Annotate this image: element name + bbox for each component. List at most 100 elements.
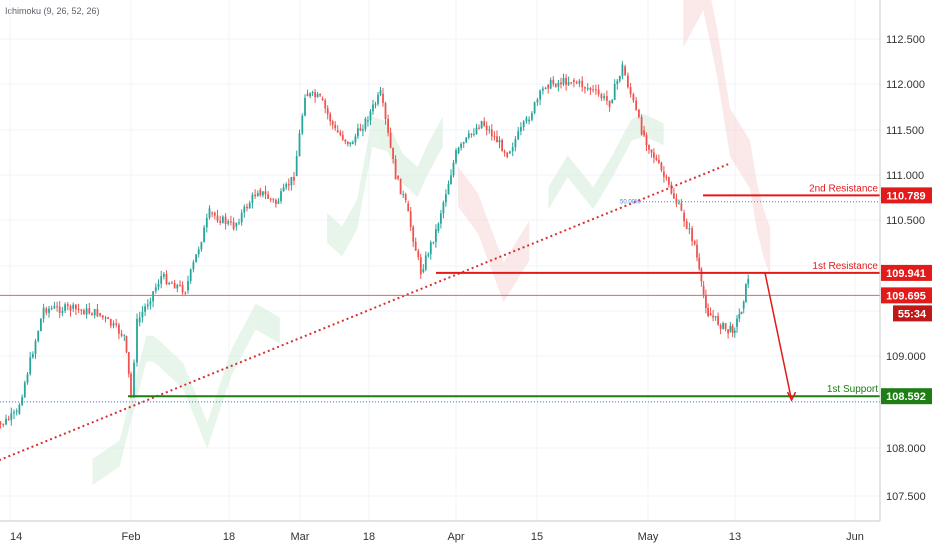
candle-body [56, 306, 58, 308]
candle-body [285, 184, 288, 188]
candle-body [480, 121, 483, 129]
candle-body [565, 77, 567, 85]
candle-body [45, 308, 48, 313]
candle-body [640, 117, 643, 135]
target-arrow-head [786, 391, 797, 402]
grid [0, 0, 880, 521]
candle-body [277, 201, 280, 204]
candle-body [222, 216, 224, 223]
candle-body [77, 309, 80, 310]
candle-body [618, 76, 621, 81]
candle-body [727, 329, 729, 334]
candle-body [93, 309, 96, 316]
y-tick-label: 107.500 [886, 491, 926, 503]
x-tick-label: 15 [531, 531, 543, 543]
fib-label: 50.00% [620, 200, 641, 206]
candle-body [133, 362, 135, 396]
candle-body [562, 77, 565, 85]
level-name: 1st Resistance [812, 261, 878, 272]
candle-body [517, 131, 520, 140]
candle-body [514, 139, 517, 148]
candle-body [467, 133, 470, 138]
candle-body [251, 194, 254, 203]
candle-body [203, 227, 205, 243]
candle-body [50, 308, 53, 310]
candle-body [149, 301, 152, 305]
candle-body [560, 82, 562, 85]
candle-body [432, 241, 435, 243]
candle-body [354, 136, 357, 143]
candle-body [66, 304, 69, 306]
candle-body [616, 80, 619, 84]
candle-body [586, 88, 589, 89]
candle-body [528, 119, 530, 122]
candle-body [506, 152, 509, 157]
candle-body [702, 285, 705, 295]
candle-body [712, 315, 714, 318]
candle-body [624, 66, 626, 76]
level-name: 1st Support [827, 384, 878, 395]
candle-body [452, 162, 455, 176]
candle-body [211, 212, 213, 214]
candle-body [127, 352, 130, 374]
candle-body [232, 221, 235, 229]
candle-body [445, 194, 447, 203]
candle-body [326, 108, 329, 115]
candle-body [176, 284, 179, 289]
candle-body [374, 103, 377, 105]
candle-body [171, 282, 173, 284]
candle-body [64, 304, 66, 311]
candle-body [192, 262, 195, 270]
candle-body [298, 133, 301, 157]
candle-body [485, 125, 488, 131]
candle-body [152, 291, 154, 302]
candle-body [668, 177, 670, 185]
candle-body [58, 306, 61, 313]
candle-body [248, 203, 251, 209]
candle-body [483, 121, 486, 126]
candle-body [311, 92, 314, 94]
candle-body [272, 199, 275, 201]
candle-body [99, 313, 101, 316]
x-tick-label: 18 [363, 531, 375, 543]
target-arrow [764, 271, 793, 401]
candle-body [567, 82, 570, 85]
candle-body [264, 191, 267, 195]
candle-body [319, 94, 321, 96]
candle-body [683, 212, 685, 222]
candle-body [208, 208, 211, 218]
candle-body [501, 140, 503, 152]
candle-body [301, 115, 304, 134]
candle-body [32, 354, 34, 358]
candle-body [533, 102, 536, 114]
candle-body [488, 129, 491, 131]
candle-body [53, 306, 56, 309]
candle-body [678, 203, 680, 205]
candle-body [184, 292, 187, 294]
candle-body [457, 147, 460, 154]
candle-body [648, 145, 650, 150]
candle-body [581, 80, 584, 88]
candle-body [573, 80, 575, 83]
candle-body [179, 284, 181, 286]
candle-body [23, 382, 26, 398]
candle-body [344, 139, 347, 142]
candle-body [2, 423, 5, 425]
candle-body [329, 114, 332, 122]
candle-body [525, 117, 528, 122]
x-tick-label: 13 [729, 531, 741, 543]
candle-body [412, 226, 415, 242]
candle-body [80, 309, 83, 311]
y-tick-label: 112.000 [886, 79, 925, 91]
candle-body [306, 93, 309, 97]
candle-body [696, 244, 698, 258]
candle-body [589, 88, 592, 90]
candle-body [629, 87, 632, 95]
candle-body [341, 134, 344, 140]
candle-body [638, 109, 640, 117]
candle-body [520, 127, 522, 132]
candle-body [269, 198, 272, 200]
candle-body [389, 132, 392, 148]
candle-body [554, 84, 557, 87]
